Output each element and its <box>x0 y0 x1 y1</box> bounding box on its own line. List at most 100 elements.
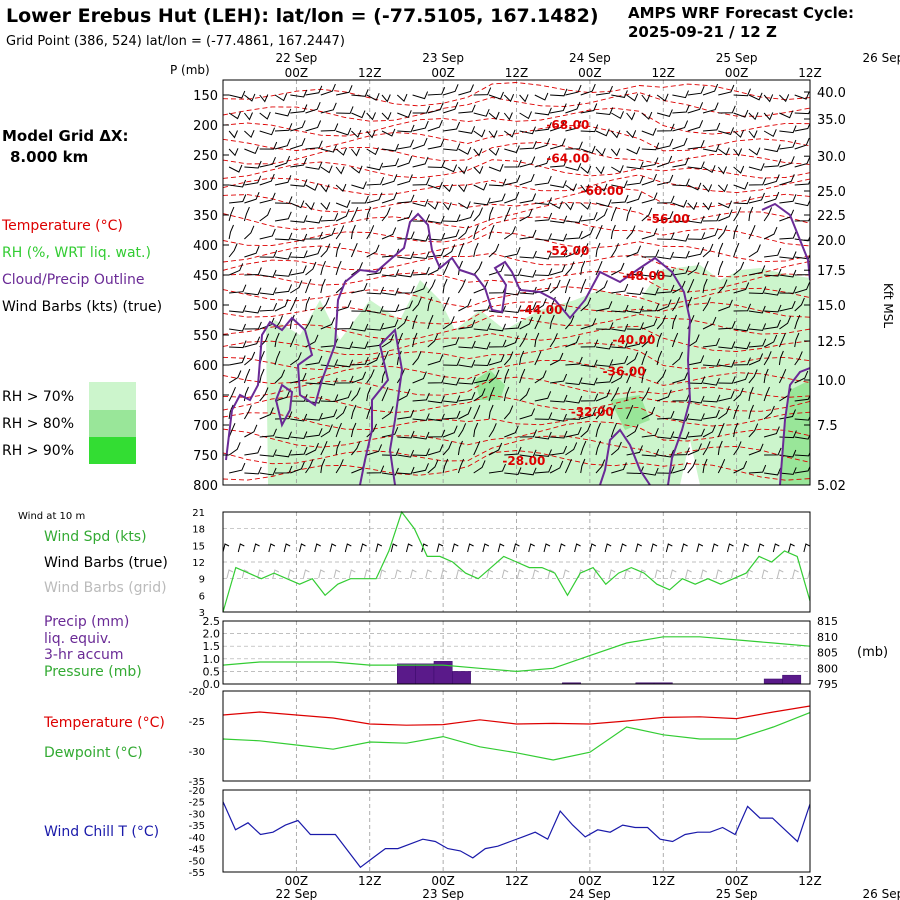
upper-wind-barb <box>565 120 582 132</box>
upper-wind-barb <box>611 370 625 384</box>
upper-wind-barb <box>671 314 677 330</box>
upper-wind-barb <box>351 282 368 294</box>
upper-wind-barb <box>290 233 308 242</box>
upper-wind-barb <box>351 195 369 204</box>
upper-wind-barb <box>504 145 520 154</box>
upper-wind-barb <box>229 194 247 204</box>
upper-wind-barb <box>626 130 637 139</box>
upper-wind-barb <box>259 157 276 168</box>
upper-wind-barb <box>427 333 439 348</box>
upper-wind-barb <box>259 208 272 222</box>
upper-wind-barb <box>641 368 647 384</box>
upper-wind-barb <box>504 268 522 276</box>
upper-wind-barb <box>458 340 476 349</box>
upper-wind-barb <box>595 208 608 222</box>
temperature-contour-line <box>223 450 810 481</box>
rh-70-label: RH > 70% <box>2 389 74 405</box>
upper-wind-barb <box>350 404 357 420</box>
wind-chill-tick-label: -35 <box>189 821 205 832</box>
upper-wind-barb <box>412 281 428 294</box>
upper-wind-barb <box>457 458 465 474</box>
upper-wind-barb <box>305 428 323 438</box>
upper-wind-barb <box>305 215 323 224</box>
temperature-contour-line <box>223 231 810 263</box>
upper-wind-barb <box>488 404 494 420</box>
upper-wind-barb <box>610 206 617 222</box>
wind-speed-legend: Wind Spd (kts) <box>44 529 147 545</box>
upper-wind-barb <box>626 206 632 222</box>
wind-barb-true <box>314 543 321 553</box>
upper-wind-barb <box>259 111 271 120</box>
wind-barb-grid <box>425 569 432 579</box>
upper-wind-barb <box>427 413 445 422</box>
pressure-tick-label: 815 <box>817 615 838 628</box>
upper-wind-barb <box>259 192 276 204</box>
wind-barb-grid <box>516 569 524 579</box>
upper-wind-barb <box>259 428 277 438</box>
upper-wind-barb <box>687 413 705 421</box>
upper-wind-barb <box>717 184 728 193</box>
upper-wind-barb <box>672 250 690 259</box>
upper-wind-barb <box>641 448 660 457</box>
upper-wind-barb <box>641 142 660 151</box>
upper-wind-barb <box>534 298 547 312</box>
upper-wind-barb <box>228 442 241 456</box>
upper-wind-barb <box>381 94 391 103</box>
precip-tick-label: 1.0 <box>203 653 221 666</box>
upper-wind-barb <box>687 443 702 456</box>
upper-wind-barb <box>779 94 790 103</box>
cloud-outline-path-1 <box>225 212 692 485</box>
height-tick-label: 40.0 <box>817 86 846 101</box>
upper-wind-barb <box>320 123 339 132</box>
temperature-contour-line <box>223 174 810 196</box>
upper-wind-barb <box>656 350 663 366</box>
upper-wind-barb <box>290 446 308 456</box>
upper-wind-barb <box>412 351 422 366</box>
upper-wind-barb <box>549 138 566 150</box>
upper-wind-barb <box>366 177 385 186</box>
upper-wind-barb <box>381 192 398 204</box>
upper-wind-barb <box>764 268 782 277</box>
upper-wind-barb <box>519 408 536 420</box>
upper-wind-barb <box>473 358 492 367</box>
upper-wind-barb <box>626 322 644 330</box>
upper-wind-barb <box>626 466 644 475</box>
upper-wind-barb <box>427 429 446 438</box>
upper-wind-barb <box>519 94 529 103</box>
upper-wind-barb <box>488 339 507 348</box>
upper-wind-barb <box>534 268 553 277</box>
upper-wind-barb <box>763 351 772 366</box>
upper-wind-barb <box>672 178 690 187</box>
upper-wind-barb <box>366 147 379 156</box>
upper-wind-barb <box>412 371 427 384</box>
temperature-line <box>222 705 811 726</box>
upper-wind-barb <box>259 269 277 278</box>
upper-wind-barb <box>748 423 759 438</box>
upper-wind-barb <box>656 332 663 348</box>
upper-wind-barb <box>305 162 323 170</box>
upper-wind-barb <box>733 441 742 456</box>
upper-wind-barb <box>671 332 679 348</box>
upper-wind-barb <box>427 444 444 456</box>
upper-wind-barb <box>764 319 781 330</box>
upper-wind-barb <box>534 122 552 132</box>
upper-wind-barb <box>717 279 728 294</box>
upper-wind-barb <box>687 247 705 258</box>
upper-wind-barb <box>442 202 452 211</box>
bottom-tick-label: 12Z <box>358 874 382 888</box>
precip-bar <box>782 674 802 685</box>
wind-barb-grid <box>807 569 810 579</box>
wind-barb-true <box>497 543 505 553</box>
upper-wind-barb <box>565 412 583 420</box>
upper-wind-barb <box>794 137 810 150</box>
station-title: Lower Erebus Hut (LEH): lat/lon = (-77.5… <box>6 5 599 27</box>
upper-wind-barb <box>289 314 295 330</box>
bottom-day-label: 22 Sep <box>276 887 318 900</box>
upper-wind-barb <box>733 303 752 312</box>
upper-wind-barb <box>580 243 589 258</box>
upper-wind-barb <box>565 202 575 211</box>
wind-10m-gridlines <box>223 512 810 612</box>
wind-chill-line <box>222 801 811 869</box>
upper-wind-barb <box>748 92 763 101</box>
upper-wind-barb <box>473 197 491 206</box>
